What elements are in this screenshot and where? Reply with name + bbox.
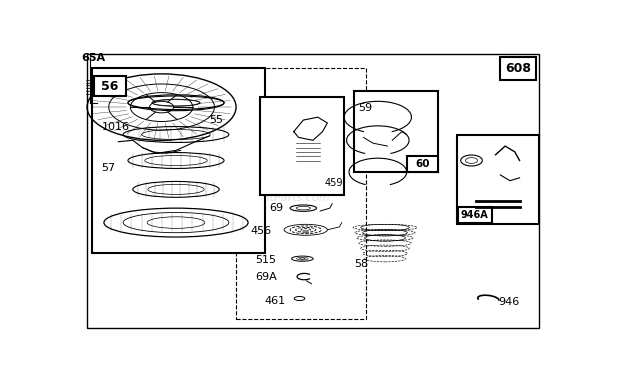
Bar — [92, 68, 265, 253]
Bar — [260, 97, 344, 195]
Text: 56: 56 — [102, 80, 119, 93]
Bar — [354, 91, 438, 172]
Text: 69: 69 — [270, 202, 284, 213]
Text: 608: 608 — [505, 62, 531, 75]
Text: ©ReplacementParts.com: ©ReplacementParts.com — [190, 193, 330, 203]
Text: 60: 60 — [415, 159, 430, 169]
Text: 55: 55 — [210, 115, 224, 125]
Text: 57: 57 — [102, 163, 116, 173]
Text: 65A: 65A — [81, 53, 105, 63]
Bar — [94, 76, 125, 96]
Bar — [458, 207, 492, 223]
Text: 69A: 69A — [255, 273, 277, 282]
Text: 59: 59 — [358, 103, 373, 113]
Text: 946A: 946A — [461, 210, 489, 220]
Text: 58: 58 — [354, 260, 368, 270]
Bar — [407, 156, 438, 172]
Bar — [236, 68, 366, 320]
Text: 459: 459 — [325, 178, 343, 188]
Text: 456: 456 — [250, 226, 272, 236]
Text: 946: 946 — [498, 297, 519, 307]
Bar — [500, 57, 536, 80]
Bar — [457, 135, 539, 224]
Text: 515: 515 — [255, 255, 277, 265]
Text: 461: 461 — [265, 296, 286, 306]
Text: 1016: 1016 — [102, 122, 130, 132]
